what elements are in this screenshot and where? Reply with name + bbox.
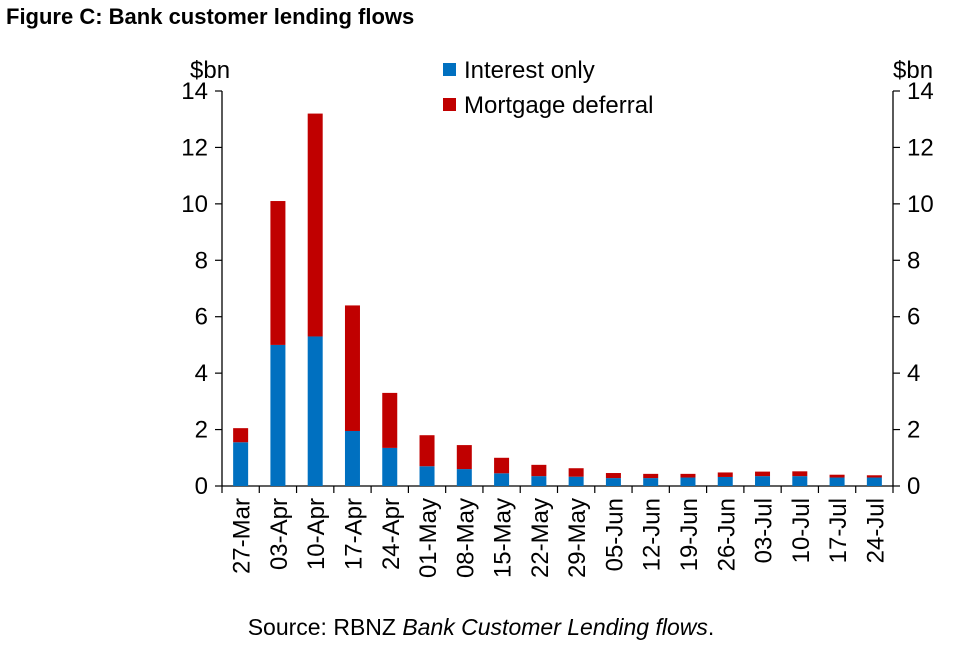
x-tick-label: 29-May (564, 498, 591, 578)
x-tick-label: 12-Jun (639, 498, 666, 571)
chart-source-note: Source: RBNZ Bank Customer Lending flows… (0, 614, 962, 641)
bar-interest-only (568, 476, 584, 486)
bar-interest-only (531, 476, 547, 486)
bar-mortgage-deferral (307, 113, 323, 337)
legend-label: Mortgage deferral (464, 92, 653, 119)
bar-interest-only (680, 477, 696, 486)
right-y-tick-label: 2 (907, 417, 920, 444)
left-y-tick-label: 2 (195, 417, 208, 444)
right-y-tick-label: 12 (907, 134, 934, 161)
x-tick-label: 24-Jul (862, 498, 889, 563)
bar-interest-only (270, 344, 286, 486)
bar-interest-only (829, 477, 845, 486)
left-y-tick-label: 8 (195, 247, 208, 274)
x-tick-label: 01-May (415, 498, 442, 578)
bar-interest-only (344, 430, 360, 486)
bar-mortgage-deferral (755, 471, 771, 477)
left-y-tick-label: 6 (195, 304, 208, 331)
legend-swatch (443, 98, 456, 111)
left-y-tick-label: 4 (195, 360, 208, 387)
bar-mortgage-deferral (419, 435, 435, 467)
right-y-tick-label: 4 (907, 360, 920, 387)
legend-swatch (443, 63, 456, 76)
x-tick-label: 10-Apr (303, 498, 330, 570)
x-tick-label: 17-Apr (340, 498, 367, 570)
bar-mortgage-deferral (866, 475, 882, 478)
bar-interest-only (494, 473, 510, 486)
left-y-tick-label: 10 (181, 191, 208, 218)
x-tick-label: 19-Jun (676, 498, 703, 571)
stacked-bar-chart: 0 0 2 2 4 4 6 6 8 8 10 10 12 12 14 14 27-Mar 03-Apr 10-Ap… (181, 57, 933, 578)
bar-mortgage-deferral (233, 428, 249, 443)
source-prefix: Source: RBNZ (247, 614, 403, 640)
bar-mortgage-deferral (792, 471, 808, 477)
bar-mortgage-deferral (829, 474, 845, 478)
bar-interest-only (307, 336, 323, 486)
x-tick-labels: 27-Mar 03-Apr 10-Apr 17-Apr 24-Apr 01-May 08-M… (229, 498, 890, 578)
bar-mortgage-deferral (643, 473, 659, 479)
left-y-tick-label: 12 (181, 134, 208, 161)
bar-interest-only (717, 476, 733, 486)
bar-interest-only (382, 447, 398, 486)
bar-interest-only (866, 477, 882, 486)
chart-bars (233, 113, 882, 486)
x-tick-label: 24-Apr (378, 498, 405, 570)
chart-legend: Interest only Mortgage deferral (443, 57, 653, 119)
right-y-tick-label: 8 (907, 247, 920, 274)
x-tick-label: 22-May (527, 498, 554, 578)
bar-mortgage-deferral (382, 392, 398, 448)
x-tick-label: 10-Jul (788, 498, 815, 563)
bar-interest-only (643, 478, 659, 486)
bar-mortgage-deferral (568, 468, 584, 477)
right-y-tick-label: 10 (907, 191, 934, 218)
x-tick-label: 03-Apr (266, 498, 293, 570)
left-y-tick-label: 14 (181, 78, 208, 105)
chart-axes: 0 0 2 2 4 4 6 6 8 8 10 10 12 12 14 14 (181, 78, 933, 500)
left-y-tick-label: 0 (195, 473, 208, 500)
right-axis-unit-label: $bn (893, 57, 933, 84)
x-tick-label: 08-May (452, 498, 479, 578)
bar-mortgage-deferral (494, 457, 510, 474)
bar-mortgage-deferral (680, 473, 696, 478)
bar-interest-only (605, 478, 621, 486)
bar-mortgage-deferral (605, 473, 621, 479)
x-tick-label: 17-Jul (825, 498, 852, 563)
bar-mortgage-deferral (456, 445, 472, 470)
x-tick-label: 03-Jul (751, 498, 778, 563)
bar-interest-only (755, 476, 771, 486)
bar-mortgage-deferral (717, 472, 733, 477)
bar-mortgage-deferral (531, 464, 547, 477)
chart-title: Figure C: Bank customer lending flows (6, 4, 415, 29)
x-tick-label: 15-May (490, 498, 517, 578)
bar-interest-only (233, 442, 249, 486)
bar-mortgage-deferral (344, 305, 360, 431)
bar-interest-only (419, 466, 435, 486)
source-title: Bank Customer Lending flows (402, 614, 708, 640)
source-suffix: . (707, 614, 715, 640)
right-y-tick-label: 0 (907, 473, 920, 500)
bar-interest-only (792, 476, 808, 486)
right-y-tick-label: 14 (907, 78, 934, 105)
right-y-tick-label: 6 (907, 304, 920, 331)
bar-interest-only (456, 469, 472, 486)
legend-label: Interest only (464, 57, 595, 84)
left-axis-unit-label: $bn (190, 57, 230, 84)
x-tick-label: 27-Mar (229, 498, 256, 574)
bar-mortgage-deferral (270, 201, 286, 345)
x-tick-label: 05-Jun (601, 498, 628, 571)
x-tick-label: 26-Jun (713, 498, 740, 571)
